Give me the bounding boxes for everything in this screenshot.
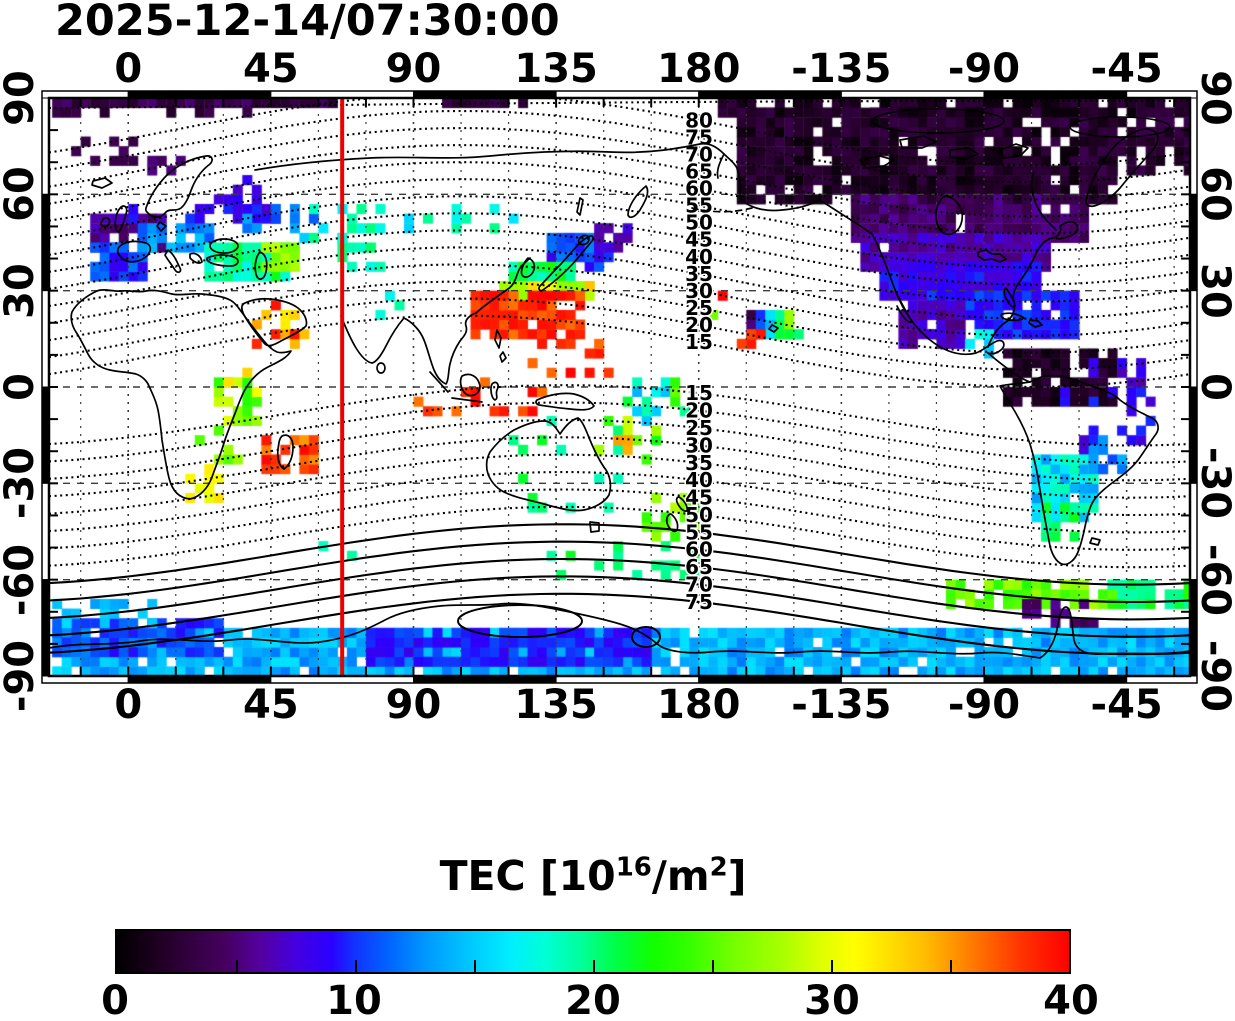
contour-layer: 8075706560555045403530252015152025303540… <box>49 94 1190 654</box>
tec-map-figure: 2025-12-14/07:30:00 04590135180-135-90-4… <box>0 0 1235 1021</box>
contour-line <box>49 455 1190 515</box>
coast-italy <box>165 250 181 272</box>
coast-arctic-islands <box>860 136 1028 168</box>
coast-newfoundland <box>1056 222 1078 239</box>
coast-greece <box>190 253 202 263</box>
coast-seasia <box>404 313 476 384</box>
colorbar-title-exponent: 16 <box>616 852 652 882</box>
contour-line <box>49 472 1190 532</box>
colorbar <box>115 929 1071 974</box>
contour-line <box>49 559 1190 619</box>
coast-falklands <box>1090 538 1100 545</box>
coast-srilanka <box>377 363 385 373</box>
coast-hudson-bay <box>936 196 962 234</box>
coast-sulawesi <box>491 382 498 400</box>
coast-china <box>476 258 530 313</box>
colorbar-tick <box>236 960 238 972</box>
coast-tasmania <box>590 522 599 532</box>
contour-line <box>49 420 1190 480</box>
contour-line <box>49 385 1190 445</box>
contour-line <box>49 437 1190 497</box>
contour-line <box>49 524 1190 584</box>
coast-ireland <box>101 218 110 227</box>
coast-great-lakes <box>978 250 1006 262</box>
coast-java <box>452 398 482 402</box>
colorbar-tick <box>474 960 476 972</box>
coast-australia <box>487 418 611 511</box>
contour-line <box>49 542 1190 602</box>
coast-alaska <box>737 168 820 211</box>
coast-india <box>341 316 404 363</box>
coast-hispaniola <box>1029 320 1042 327</box>
coast-africa <box>71 290 291 499</box>
colorbar-tick <box>950 960 952 972</box>
coast-iberia <box>118 241 151 261</box>
colorbar-title-mid: /m <box>652 852 710 900</box>
contour-label: 15 <box>685 330 713 354</box>
coast-sakhalin <box>577 198 583 215</box>
coast-kamchatka <box>628 186 648 217</box>
contour-line <box>49 507 1190 567</box>
coast-baja <box>897 296 912 322</box>
coast-central-america <box>988 353 1030 382</box>
coast-na-east <box>988 226 1061 347</box>
colorbar-label: 20 <box>565 978 621 1021</box>
coast-scandinavia <box>146 156 212 217</box>
coast-hawaii <box>769 325 778 332</box>
coast-bering <box>717 154 724 178</box>
colorbar-title-prefix: TEC [10 <box>440 852 616 900</box>
contour-line <box>49 576 1190 636</box>
coast-labrador <box>1032 172 1056 230</box>
colorbar-label: 10 <box>326 978 382 1021</box>
colorbar-title: TEC [1016/m2] <box>115 852 1071 900</box>
contour-line <box>49 490 1190 550</box>
colorbar-title-suffix: ] <box>728 852 747 900</box>
coast-denmark <box>157 222 166 231</box>
coast-arabia <box>242 299 307 346</box>
coast-blacksea <box>210 239 238 253</box>
coast-borneo <box>461 374 480 395</box>
colorbar-tick <box>355 960 357 972</box>
frame-border <box>42 91 1197 683</box>
coast-na-west <box>820 200 1004 354</box>
colorbar-label: 0 <box>101 978 129 1021</box>
coast-sumatra <box>430 372 448 392</box>
colorbar-label: 40 <box>1043 978 1099 1021</box>
colorbar-title-exponent2: 2 <box>710 852 728 882</box>
colorbar-tick <box>712 960 714 972</box>
coast-madagascar <box>278 435 293 469</box>
contour-label: 75 <box>685 590 713 614</box>
colorbar-label: 30 <box>804 978 860 1021</box>
colorbar-tick <box>831 960 833 972</box>
colorbar-tick <box>593 960 595 972</box>
coast-turkey <box>207 255 238 266</box>
coast-philippines <box>495 330 506 362</box>
